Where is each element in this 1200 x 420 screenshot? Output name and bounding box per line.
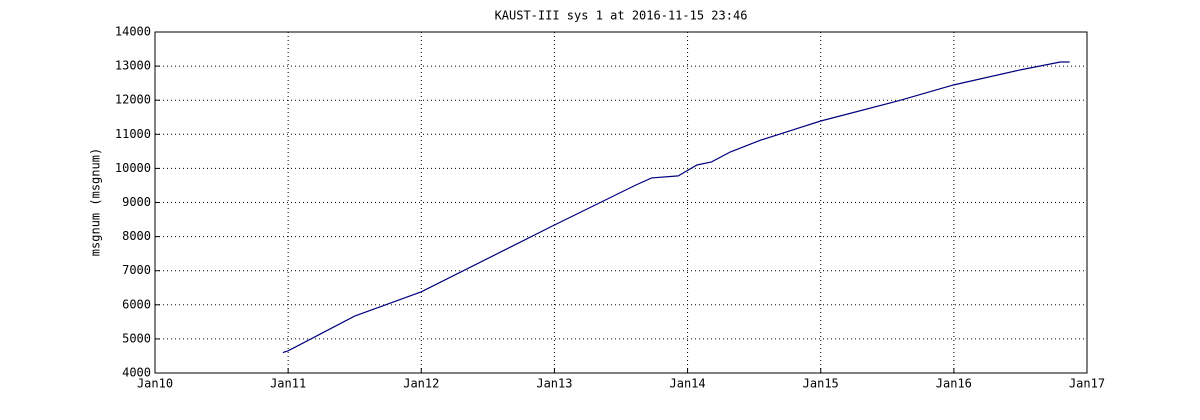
y-tick-label: 13000 <box>115 59 151 73</box>
x-tick-label: Jan17 <box>1069 377 1105 391</box>
chart-title: KAUST-III sys 1 at 2016-11-15 23:46 <box>495 9 748 23</box>
y-tick-label: 9000 <box>122 195 151 209</box>
x-tick-label: Jan15 <box>803 377 839 391</box>
y-tick-label: 10000 <box>115 161 151 175</box>
y-tick-label: 7000 <box>122 263 151 277</box>
y-tick-label: 5000 <box>122 331 151 345</box>
y-tick-label: 11000 <box>115 127 151 141</box>
x-tick-label: Jan12 <box>403 377 439 391</box>
y-tick-label: 6000 <box>122 297 151 311</box>
y-tick-label: 8000 <box>122 229 151 243</box>
x-tick-label: Jan10 <box>137 377 173 391</box>
x-tick-label: Jan16 <box>936 377 972 391</box>
y-tick-label: 14000 <box>115 25 151 39</box>
data-line <box>282 61 1070 354</box>
x-tick-label: Jan11 <box>270 377 306 391</box>
y-tick-label: 12000 <box>115 93 151 107</box>
x-tick-label: Jan14 <box>670 377 706 391</box>
x-tick-label: Jan13 <box>536 377 572 391</box>
y-axis-label: msgnum (msgnum) <box>89 148 103 256</box>
y-tick-label: 4000 <box>122 366 151 380</box>
